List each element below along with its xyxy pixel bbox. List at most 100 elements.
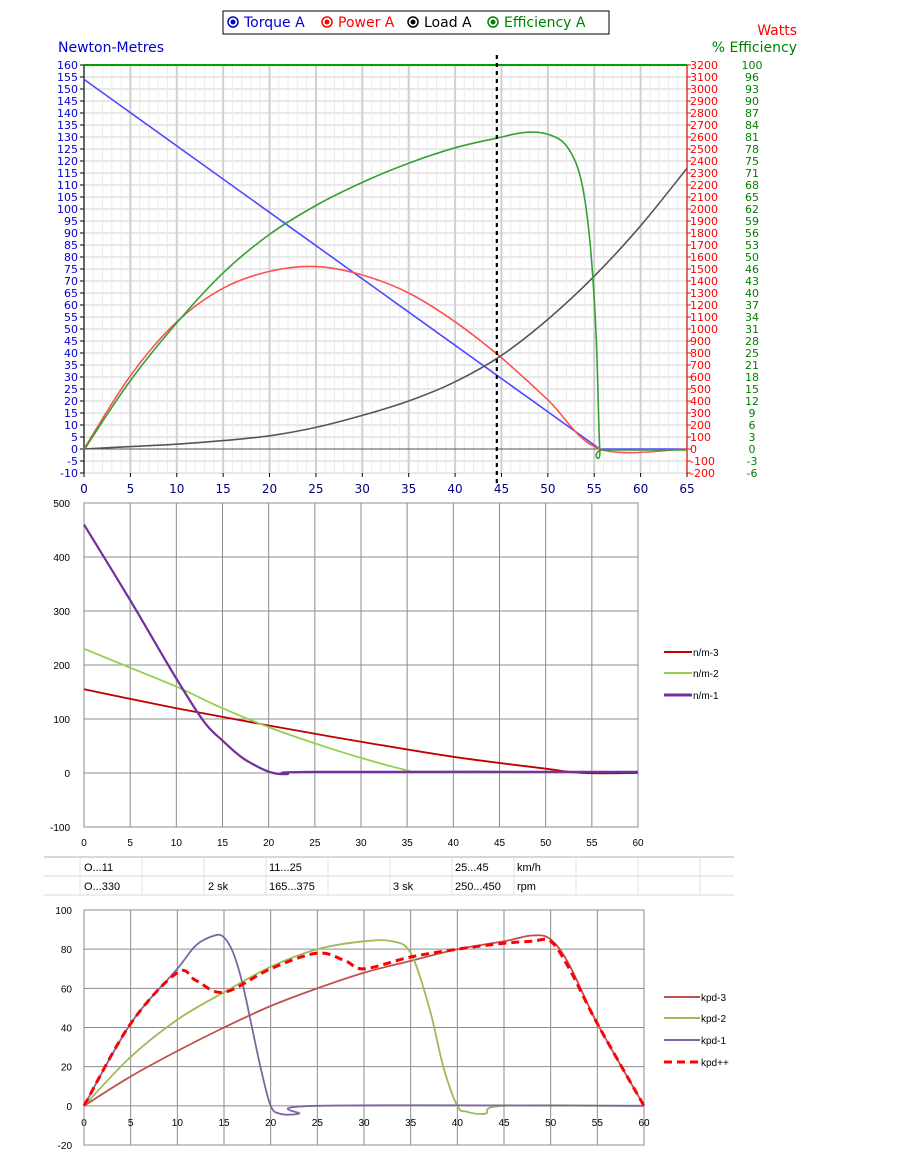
- x-tick-label: 50: [545, 1118, 557, 1129]
- y-left-axis-title: Newton-Metres: [58, 40, 164, 56]
- y-tick-label: -100: [50, 823, 70, 834]
- y-tick-label: 0: [66, 1102, 72, 1113]
- x-tick-label: 0: [81, 838, 87, 849]
- y-eff-tick-label: 12: [745, 395, 759, 408]
- y-left-tick-label: 60: [64, 299, 78, 312]
- y-tick-label: 300: [53, 607, 70, 618]
- y-watts-tick-label: 400: [690, 395, 711, 408]
- y-watts-tick-label: -100: [690, 455, 715, 468]
- x-tick-label: 40: [447, 482, 462, 496]
- y-eff-tick-label: 9: [749, 407, 756, 420]
- y-tick-label: 20: [61, 1063, 73, 1074]
- y-tick-label: 40: [61, 1024, 73, 1035]
- y-watts-tick-label: 1100: [690, 311, 718, 324]
- y-eff-axis-title: % Efficiency: [712, 40, 797, 56]
- series-line: [83, 265, 688, 454]
- table-separator: [44, 856, 734, 896]
- y-watts-tick-label: 1800: [690, 227, 718, 240]
- y-tick-label: 100: [55, 906, 72, 917]
- table-cell: O...11: [84, 862, 114, 874]
- y-eff-tick-label: 6: [749, 419, 756, 432]
- x-tick-label: 10: [172, 1118, 184, 1129]
- y-eff-tick-label: 21: [745, 359, 759, 372]
- x-tick-label: 10: [169, 482, 184, 496]
- y-watts-tick-label: 3100: [690, 71, 718, 84]
- table-cell: O...330: [84, 881, 121, 893]
- y-watts-tick-label: 500: [690, 383, 711, 396]
- x-tick-label: 15: [218, 1118, 230, 1129]
- y-eff-tick-label: 81: [745, 131, 759, 144]
- y-watts-tick-label: 1700: [690, 239, 718, 252]
- y-left-tick-label: 45: [64, 335, 78, 348]
- legend-label: Load A: [424, 15, 472, 31]
- x-tick-label: 20: [263, 838, 275, 849]
- x-tick-label: 30: [358, 1118, 370, 1129]
- legend-radio-dot: [230, 19, 236, 25]
- y-left-tick-label: 35: [64, 359, 78, 372]
- y-eff-tick-label: 31: [745, 323, 759, 336]
- y-eff-tick-label: 43: [745, 275, 759, 288]
- x-tick-label: 50: [540, 838, 552, 849]
- y-left-tick-label: 55: [64, 311, 78, 324]
- y-watts-tick-label: 800: [690, 347, 711, 360]
- x-tick-label: 5: [127, 838, 133, 849]
- y-eff-tick-label: 28: [745, 335, 759, 348]
- table-cell: 3 sk: [393, 881, 414, 893]
- y-left-tick-label: 0: [71, 443, 78, 456]
- y-watts-tick-label: 1200: [690, 299, 718, 312]
- y-left-tick-label: 50: [64, 323, 78, 336]
- efficiency-vs-speed-chart: 0 5 10 15 20 25 30 35 40 45 50 55 60100806040200-20k…: [55, 906, 729, 1152]
- x-tick-label: 25: [312, 1118, 324, 1129]
- series-line: [83, 939, 645, 1115]
- y-left-tick-label: -10: [60, 467, 78, 480]
- x-tick-label: 30: [355, 838, 367, 849]
- x-tick-label: 25: [309, 838, 321, 849]
- y-tick-label: 60: [61, 984, 73, 995]
- y-eff-tick-label: 53: [745, 239, 759, 252]
- y-watts-tick-label: 300: [690, 407, 711, 420]
- y-eff-tick-label: -3: [747, 455, 758, 468]
- y-left-tick-label: 75: [64, 263, 78, 276]
- table-cell: 250...450: [455, 881, 501, 893]
- table-cell: 25...45: [455, 862, 489, 874]
- y-left-tick-label: 125: [57, 143, 78, 156]
- y-left-tick-label: 150: [57, 83, 78, 96]
- legend-label: n/m-3: [693, 648, 719, 659]
- y-watts-tick-label: 2300: [690, 167, 718, 180]
- y-watts-tick-label: 600: [690, 371, 711, 384]
- y-left-tick-label: 65: [64, 287, 78, 300]
- legend-label: Torque A: [243, 15, 305, 31]
- y-eff-tick-label: 78: [745, 143, 759, 156]
- y-watts-tick-label: 2500: [690, 143, 718, 156]
- legend-label: n/m-1: [693, 691, 719, 702]
- y-left-tick-label: 85: [64, 239, 78, 252]
- x-tick-label: 5: [127, 482, 135, 496]
- y-eff-tick-label: 93: [745, 83, 759, 96]
- motor-performance-chart: 1601551501451401351301251201151101051009…: [57, 10, 797, 496]
- table-cell: 2 sk: [208, 881, 229, 893]
- y-tick-label: -20: [58, 1141, 73, 1152]
- y-eff-tick-label: 90: [745, 95, 759, 108]
- y-eff-tick-label: 87: [745, 107, 759, 120]
- legend-label: kpd-1: [701, 1036, 726, 1047]
- y-eff-tick-label: 15: [745, 383, 759, 396]
- y-watts-tick-label: 1900: [690, 215, 718, 228]
- y-tick-label: 200: [53, 661, 70, 672]
- y-left-tick-label: 70: [64, 275, 78, 288]
- y-watts-tick-label: 2900: [690, 95, 718, 108]
- y-left-tick-label: 10: [64, 419, 78, 432]
- x-tick-label: 45: [498, 1118, 510, 1129]
- y-left-tick-label: 145: [57, 95, 78, 108]
- y-watts-tick-label: 2800: [690, 107, 718, 120]
- legend-label: Power A: [338, 15, 395, 31]
- y-watts-tick-label: 0: [690, 443, 697, 456]
- y-watts-tick-label: 1400: [690, 275, 718, 288]
- x-tick-label: 65: [679, 482, 694, 496]
- legend-label: kpd++: [701, 1058, 729, 1069]
- series-line: [83, 933, 645, 1116]
- y-eff-tick-label: 71: [745, 167, 759, 180]
- y-tick-label: 400: [53, 553, 70, 564]
- y-eff-tick-label: 100: [742, 59, 763, 72]
- y-left-tick-label: 100: [57, 203, 78, 216]
- legend-label: kpd-2: [701, 1014, 726, 1025]
